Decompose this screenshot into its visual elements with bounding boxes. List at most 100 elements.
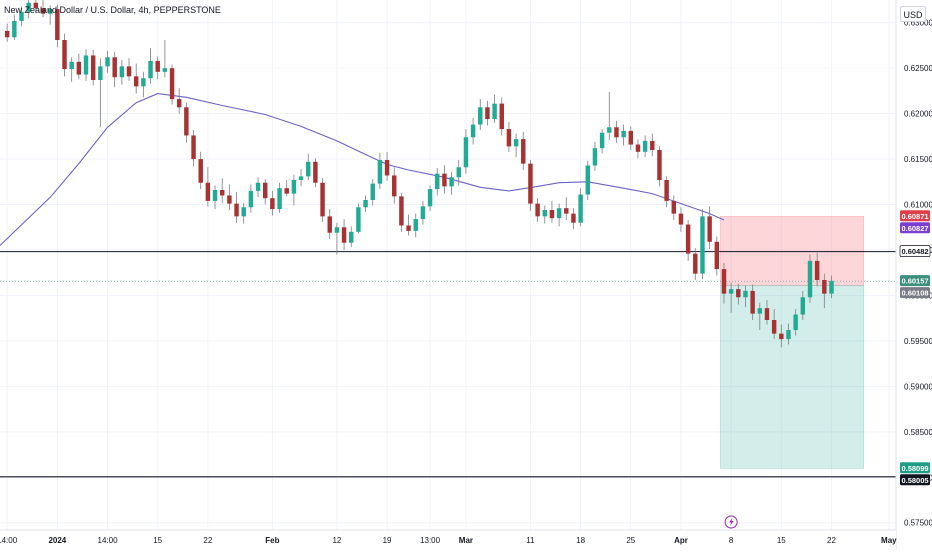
currency-selector[interactable]: USD [900,6,926,22]
candle-body [306,161,311,177]
candle-body [822,280,827,294]
x-tick-label: 2024 [48,536,66,545]
candle-body [26,2,31,12]
candle [83,49,89,81]
candle [607,91,612,140]
candle [478,99,483,130]
candle-body [528,163,533,204]
candle-body [664,180,669,201]
candle-body [549,210,555,219]
candle-body [757,308,763,314]
candle-body [585,165,590,195]
candle-body [442,173,447,187]
candle [556,203,562,227]
candle [506,121,512,152]
candle-body [234,203,239,217]
candle [19,6,24,27]
candle-body [277,188,282,210]
price-label-text: 0.60157 [901,277,928,286]
x-tick-label: 19 [383,536,392,545]
price-label: 0.58005 [900,474,930,486]
candle-body [449,177,454,187]
candle-body [642,140,648,152]
candle [406,214,411,236]
x-tick-label: May [881,536,897,545]
candle [521,131,526,170]
candle-body [141,78,146,87]
candle-body [284,188,289,194]
candle-body [635,144,641,152]
candle [241,202,246,224]
candle [227,184,232,210]
candle-body [4,30,10,38]
candle [413,213,418,238]
candle [98,58,103,128]
candle-body [83,55,89,75]
y-tick-label: 0.59000 [904,382,932,391]
candle-body [320,182,325,217]
price-label-bg [900,474,930,486]
candle [564,197,569,220]
candle-body [714,241,720,270]
events-icon[interactable] [724,515,738,529]
candle [549,200,555,223]
candle-body [707,216,712,242]
candle [642,135,648,158]
candle [635,139,641,159]
candle-body [392,175,397,197]
candle [349,226,354,248]
candle-body [650,140,655,150]
candle [678,207,684,232]
candle [119,60,125,85]
candle [248,184,254,213]
price-axis[interactable] [896,0,932,550]
candle [55,4,60,48]
stop-loss-zone[interactable] [720,215,865,286]
candle [155,56,160,80]
candle-body [191,135,196,160]
candle-body [814,260,820,280]
candle [614,120,619,143]
candle-body [807,260,813,298]
take-profit-zone[interactable] [720,285,865,469]
candle [435,168,440,196]
candle [528,160,533,211]
candle [513,133,519,158]
candle-body [133,76,139,87]
candle-body [169,68,175,100]
candle [822,273,827,309]
candle [370,179,375,206]
price-label-bg [899,245,931,257]
candle [306,153,311,180]
candle [807,254,813,303]
candle [592,141,598,171]
candle-body [743,290,748,298]
y-tick-label: 0.61500 [904,155,932,164]
candle-body [363,200,368,208]
candle-body [628,130,634,145]
candle-body [155,60,160,72]
candle [728,282,734,313]
candle-body [671,200,677,214]
price-label-text: 0.60108 [901,289,928,298]
candle [284,180,289,197]
candle-body [786,330,791,340]
candle [650,133,655,157]
candle-body [205,182,211,201]
candle-body [771,320,777,334]
time-axis[interactable] [0,530,896,550]
candle [255,177,261,198]
candle [320,178,325,222]
candle [384,151,390,181]
candle-body [535,203,540,217]
candle-body [298,176,304,180]
candle [664,176,669,208]
candle [291,174,297,206]
price-label-text: 0.60871 [901,212,928,221]
candle [112,51,117,88]
candle-body [356,207,361,232]
candle [814,252,820,287]
x-tick-label: 12 [332,536,341,545]
candle [219,178,225,203]
